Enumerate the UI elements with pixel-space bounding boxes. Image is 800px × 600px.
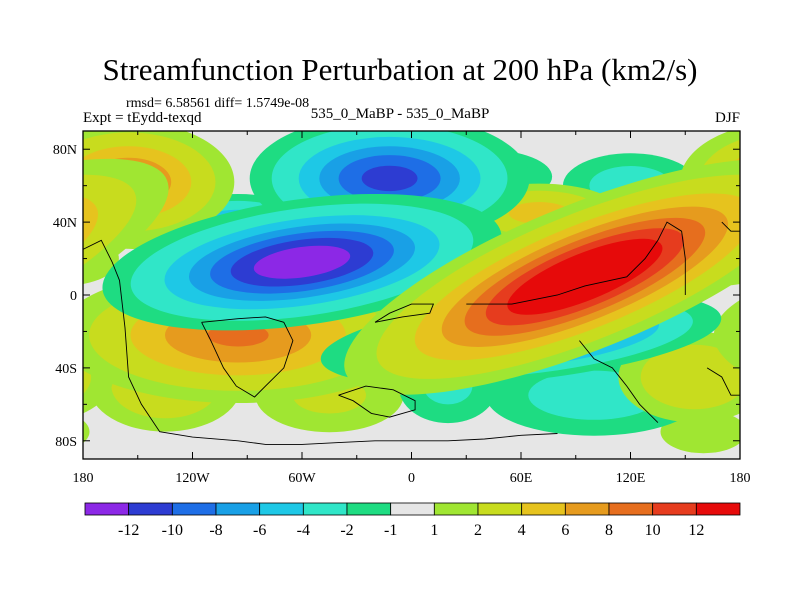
stats-label: rmsd= 6.58561 diff= 1.5749e-08 xyxy=(126,96,310,111)
colorbar-label: 4 xyxy=(518,522,526,539)
contour-level xyxy=(0,179,86,374)
colorbar-swatch xyxy=(171,502,217,516)
colorbar-swatch xyxy=(652,502,697,516)
colorbar-swatch xyxy=(390,502,435,516)
contour-level xyxy=(361,165,418,192)
coastline xyxy=(579,340,659,423)
x-tick-label: 60W xyxy=(288,471,316,486)
colorbar-label: -12 xyxy=(118,522,139,539)
colorbar-label: -1 xyxy=(384,522,397,539)
coastline xyxy=(374,303,435,323)
plot-title: Streamfunction Perturbation at 200 hPa (… xyxy=(102,52,698,87)
colorbar-swatch xyxy=(259,502,304,516)
colorbar-label: 6 xyxy=(561,522,569,539)
axis-ticks: 180 120W 60W 0 60E 120E 180 80N 40N 0 40S 80S xyxy=(53,131,751,486)
coastline xyxy=(83,239,558,445)
y-tick-label: 80S xyxy=(55,435,77,450)
colorbar-label: -6 xyxy=(253,522,266,539)
y-tick-label: 0 xyxy=(70,289,77,304)
contour-level xyxy=(743,158,800,207)
colorbar-swatch xyxy=(477,502,523,516)
colorbar-swatch xyxy=(521,502,566,516)
colorbar-label: -10 xyxy=(162,522,183,539)
experiment-label: Expt = tEydd-texqd xyxy=(83,110,202,126)
coastline xyxy=(466,221,686,305)
colorbar-swatch xyxy=(433,502,479,516)
comparison-label: 535_0_MaBP - 535_0_MaBP xyxy=(310,106,490,122)
colorbar-label: 1 xyxy=(430,522,438,539)
colorbar-label: -8 xyxy=(209,522,222,539)
y-tick-label: 40N xyxy=(53,216,77,231)
colorbar-label: 12 xyxy=(688,522,704,539)
x-tick-label: 120E xyxy=(616,471,646,486)
contour-level xyxy=(507,238,663,315)
colorbar-label: 10 xyxy=(645,522,661,539)
y-tick-label: 80N xyxy=(53,143,77,158)
x-tick-label: 180 xyxy=(730,471,751,486)
colorbar-label: -2 xyxy=(340,522,353,539)
x-tick-label: 0 xyxy=(408,471,415,486)
colorbar-swatch xyxy=(128,502,173,516)
colorbar: -12 -10 -8 -6 -4 -2 -1 1 2 4 6 8 10 12 xyxy=(84,502,741,539)
colorbar-swatch xyxy=(302,502,348,516)
colorbar-label: 2 xyxy=(474,522,482,539)
x-tick-label: 120W xyxy=(175,471,210,486)
colorbar-swatch xyxy=(608,502,654,516)
contour-feature xyxy=(0,158,740,395)
coastline xyxy=(201,316,294,398)
contour-level xyxy=(83,360,92,394)
colorbar-swatch xyxy=(84,502,130,516)
contour-level xyxy=(640,344,740,410)
season-label: DJF xyxy=(714,110,740,126)
x-tick-label: 180 xyxy=(73,471,94,486)
colorbar-label: 8 xyxy=(605,522,613,539)
contour-level xyxy=(83,420,90,444)
contour-feature xyxy=(102,193,502,331)
y-tick-label: 40S xyxy=(55,362,77,377)
coastlines xyxy=(83,221,740,445)
colorbar-swatch xyxy=(215,502,261,516)
contour-field xyxy=(0,131,800,459)
coastline xyxy=(721,221,740,232)
coastline xyxy=(706,367,740,396)
colorbar-label: -4 xyxy=(297,522,310,539)
colorbar-swatch xyxy=(564,502,610,516)
contour-level xyxy=(253,245,351,279)
colorbar-swatch xyxy=(695,502,741,516)
colorbar-swatch xyxy=(346,502,392,516)
x-tick-label: 60E xyxy=(510,471,533,486)
coastline xyxy=(338,385,416,418)
